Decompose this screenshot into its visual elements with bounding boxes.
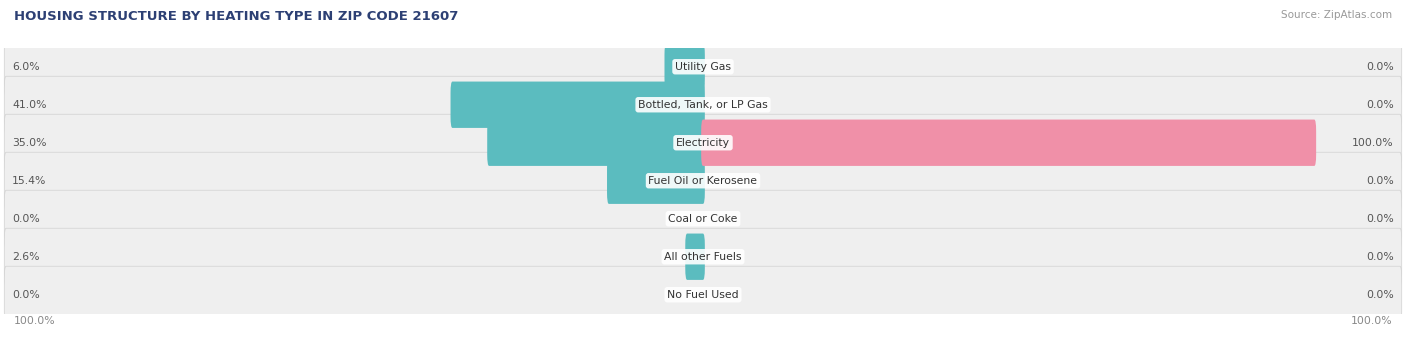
Text: 0.0%: 0.0% [1367,214,1393,224]
Text: Electricity: Electricity [676,138,730,148]
Text: 2.6%: 2.6% [13,252,39,262]
Text: 100.0%: 100.0% [1353,138,1393,148]
Text: Source: ZipAtlas.com: Source: ZipAtlas.com [1281,10,1392,20]
Text: 0.0%: 0.0% [1367,290,1393,300]
FancyBboxPatch shape [4,76,1402,133]
Text: Fuel Oil or Kerosene: Fuel Oil or Kerosene [648,176,758,186]
Text: 0.0%: 0.0% [1367,100,1393,110]
FancyBboxPatch shape [685,234,704,280]
FancyBboxPatch shape [607,158,704,204]
Text: 0.0%: 0.0% [1367,252,1393,262]
FancyBboxPatch shape [4,152,1402,209]
FancyBboxPatch shape [450,81,704,128]
Text: 35.0%: 35.0% [13,138,46,148]
FancyBboxPatch shape [702,120,1316,166]
Text: All other Fuels: All other Fuels [664,252,742,262]
Text: Utility Gas: Utility Gas [675,62,731,72]
Text: 0.0%: 0.0% [13,290,39,300]
Text: 0.0%: 0.0% [1367,62,1393,72]
Text: 0.0%: 0.0% [13,214,39,224]
Text: No Fuel Used: No Fuel Used [668,290,738,300]
Text: 100.0%: 100.0% [14,315,56,326]
Text: Bottled, Tank, or LP Gas: Bottled, Tank, or LP Gas [638,100,768,110]
Text: 6.0%: 6.0% [13,62,39,72]
FancyBboxPatch shape [488,120,704,166]
FancyBboxPatch shape [4,228,1402,285]
Text: HOUSING STRUCTURE BY HEATING TYPE IN ZIP CODE 21607: HOUSING STRUCTURE BY HEATING TYPE IN ZIP… [14,10,458,23]
FancyBboxPatch shape [4,38,1402,95]
Text: 0.0%: 0.0% [1367,176,1393,186]
FancyBboxPatch shape [4,266,1402,323]
Text: 100.0%: 100.0% [1350,315,1392,326]
Text: Coal or Coke: Coal or Coke [668,214,738,224]
Text: 15.4%: 15.4% [13,176,46,186]
FancyBboxPatch shape [4,114,1402,171]
Text: 41.0%: 41.0% [13,100,46,110]
FancyBboxPatch shape [665,44,704,90]
FancyBboxPatch shape [4,190,1402,247]
